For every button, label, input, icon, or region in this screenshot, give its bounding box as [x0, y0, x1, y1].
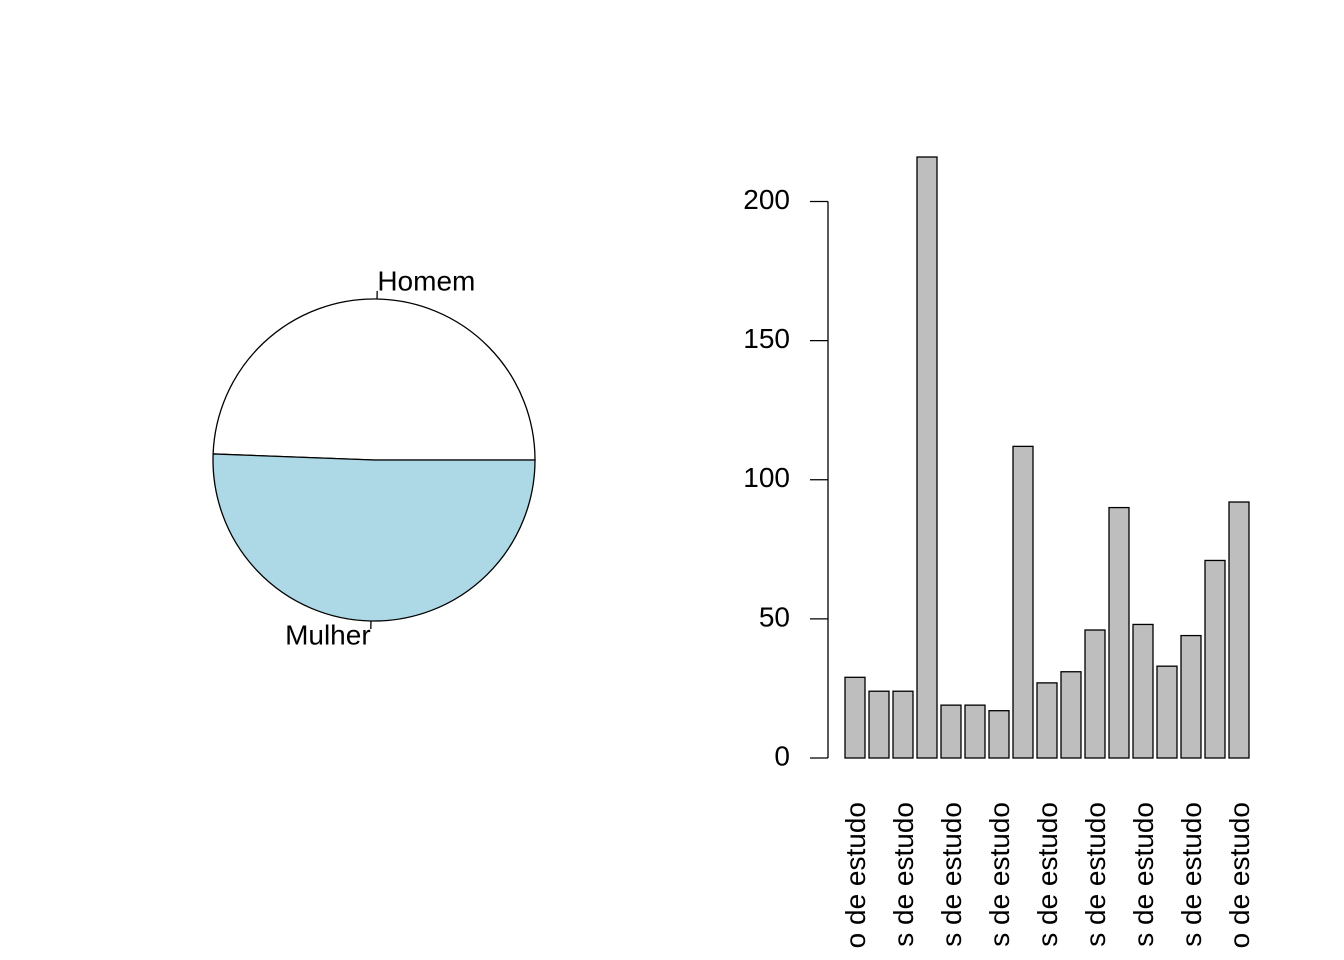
- bar: [868, 690, 890, 759]
- y-tick-label: 50: [759, 601, 790, 632]
- x-tick-label: s de estudo: [936, 802, 967, 947]
- x-tick-label: s de estudo: [1128, 802, 1159, 947]
- y-tick-label: 150: [743, 323, 790, 354]
- x-tick-label: s de estudo: [888, 802, 919, 947]
- bar: [1204, 559, 1226, 759]
- x-tick-label: o de estudo: [1224, 802, 1255, 948]
- x-tick-label: o de estudo: [840, 802, 871, 948]
- bar: [1180, 634, 1202, 759]
- bar: [1036, 682, 1058, 759]
- pie-slice-mulher: [212, 453, 536, 622]
- y-tick-label: 100: [743, 462, 790, 493]
- pie-slice-homem: [212, 298, 536, 461]
- bar: [844, 676, 866, 759]
- y-tick-label: 0: [774, 740, 790, 771]
- pie-label: Mulher: [285, 619, 371, 650]
- bar: [916, 156, 938, 759]
- bar: [892, 690, 914, 759]
- x-tick-label: s de estudo: [1032, 802, 1063, 947]
- bar: [1156, 665, 1178, 759]
- x-tick-label: s de estudo: [1080, 802, 1111, 947]
- bar: [1132, 623, 1154, 759]
- x-tick-label: s de estudo: [984, 802, 1015, 947]
- bar: [940, 704, 962, 759]
- pie-chart: Homem Mulher: [212, 265, 536, 650]
- bar-chart: 0 50 100 150 200 o de estudo s de estudo s de e…: [743, 156, 1255, 948]
- bar: [988, 710, 1010, 759]
- y-tick-label: 200: [743, 184, 790, 215]
- bar: [1228, 501, 1250, 759]
- bar: [964, 704, 986, 759]
- bar: [1012, 445, 1034, 759]
- x-tick-label: s de estudo: [1176, 802, 1207, 947]
- pie-label: Homem: [377, 265, 475, 296]
- bar: [1108, 506, 1130, 759]
- bar: [1060, 671, 1082, 759]
- bar: [1084, 629, 1106, 759]
